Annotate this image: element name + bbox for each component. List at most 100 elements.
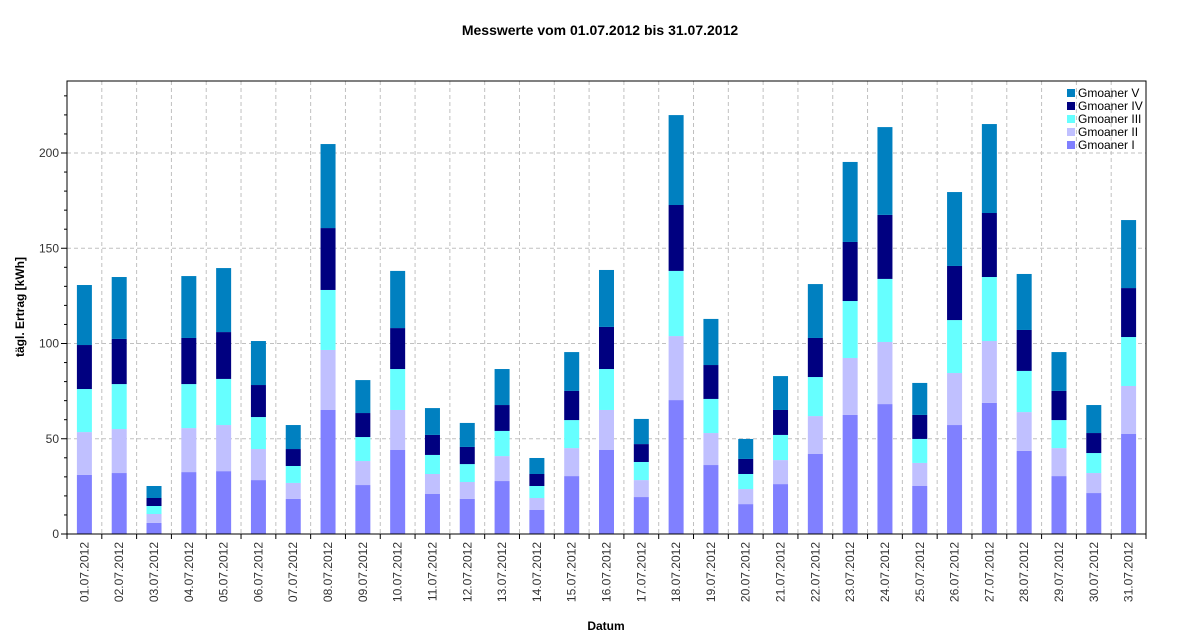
bar-segment <box>320 289 336 350</box>
bar-segment <box>807 416 823 454</box>
bar-stack <box>494 369 510 534</box>
bar-segment <box>111 384 127 430</box>
bar-stack <box>1121 220 1137 534</box>
bar-segment <box>703 398 719 434</box>
bar-stack <box>250 341 266 534</box>
bar-segment <box>668 115 684 206</box>
x-tick-label: 05.07.2012 <box>217 542 231 602</box>
bar-segment <box>773 376 789 410</box>
x-tick-label: 15.07.2012 <box>565 542 579 602</box>
bar-segment <box>529 485 545 498</box>
y-tick-label: 100 <box>39 337 59 351</box>
legend-swatch <box>1067 89 1075 97</box>
legend-swatch <box>1067 128 1075 136</box>
bar-stack <box>703 318 719 534</box>
bar-segment <box>981 277 997 342</box>
bar-segment <box>355 380 371 414</box>
bar-segment <box>146 513 162 523</box>
bar-segment <box>355 461 371 486</box>
bar-segment <box>633 480 649 498</box>
bar-segment <box>320 409 336 534</box>
bar-segment <box>181 428 197 473</box>
bar-segment <box>285 425 301 450</box>
bar-segment <box>285 482 301 499</box>
bar-segment <box>564 420 580 449</box>
x-tick-label: 10.07.2012 <box>391 542 405 602</box>
bar-segment <box>912 382 928 415</box>
bar-segment <box>877 341 893 405</box>
x-tick-label: 19.07.2012 <box>704 542 718 602</box>
bar-segment <box>1016 273 1032 330</box>
bar-segment <box>981 213 997 278</box>
bar-stack <box>773 376 789 534</box>
bar-stack <box>981 124 997 534</box>
bar-segment <box>216 268 232 333</box>
bar-segment <box>564 390 580 421</box>
bars <box>76 115 1137 534</box>
bar-segment <box>424 408 440 435</box>
bar-segment <box>807 337 823 378</box>
y-tick-label: 150 <box>39 241 59 255</box>
x-tick-label: 21.07.2012 <box>774 542 788 602</box>
x-tick-label: 25.07.2012 <box>913 542 927 602</box>
bar-segment <box>564 352 580 391</box>
bar-segment <box>842 301 858 358</box>
bar-stack <box>1051 352 1067 534</box>
x-tick-label: 29.07.2012 <box>1052 542 1066 602</box>
bar-segment <box>529 457 545 474</box>
bar-segment <box>773 409 789 435</box>
bar-segment <box>877 404 893 534</box>
bar-segment <box>668 270 684 337</box>
bar-segment <box>529 473 545 486</box>
bar-segment <box>494 369 510 406</box>
bar-segment <box>424 434 440 455</box>
x-tick-label: 08.07.2012 <box>321 542 335 602</box>
bar-segment <box>494 481 510 534</box>
y-axis: 0 50 100 150 200 <box>39 95 67 541</box>
bar-segment <box>599 269 614 327</box>
legend-label: Gmoaner V <box>1078 86 1139 100</box>
plot-area-border <box>66 80 1147 535</box>
bar-segment <box>494 456 510 482</box>
y-axis-label: tägl. Ertrag [kWh] <box>13 257 27 357</box>
bar-segment <box>250 341 266 386</box>
bar-segment <box>390 449 406 534</box>
bar-segment <box>111 473 127 534</box>
bar-segment <box>459 481 475 499</box>
bar-segment <box>181 276 197 338</box>
legend-swatch <box>1067 115 1075 123</box>
chart-title: Messwerte vom 01.07.2012 bis 31.07.2012 <box>461 22 739 38</box>
bar-stack <box>76 285 92 534</box>
bar-segment <box>912 414 928 439</box>
bar-stack <box>285 425 301 534</box>
bar-segment <box>424 473 440 494</box>
x-tick-label: 18.07.2012 <box>669 542 683 602</box>
bar-segment <box>494 405 510 431</box>
x-tick-label: 23.07.2012 <box>843 542 857 602</box>
bar-segment <box>773 460 789 485</box>
x-tick-label: 04.07.2012 <box>182 542 196 602</box>
legend-item: Gmoaner III <box>1067 112 1141 126</box>
bar-segment <box>1121 433 1137 534</box>
bar-segment <box>981 402 997 534</box>
bar-segment <box>111 277 127 339</box>
bar-segment <box>947 192 963 266</box>
bar-segment <box>738 473 754 490</box>
bar-segment <box>459 498 475 534</box>
bar-segment <box>668 205 684 271</box>
bar-segment <box>424 493 440 534</box>
bar-segment <box>633 497 649 534</box>
bar-segment <box>250 385 266 418</box>
bar-segment <box>1051 476 1067 534</box>
bar-stack <box>181 276 197 534</box>
bar-segment <box>912 462 928 486</box>
x-tick-label: 01.07.2012 <box>77 542 91 602</box>
x-tick-label: 30.07.2012 <box>1087 542 1101 602</box>
bar-stack <box>424 408 440 534</box>
bar-segment <box>459 446 475 465</box>
bar-stack <box>111 277 127 534</box>
bar-segment <box>842 357 858 415</box>
bar-segment <box>703 318 719 366</box>
bar-segment <box>355 413 371 438</box>
